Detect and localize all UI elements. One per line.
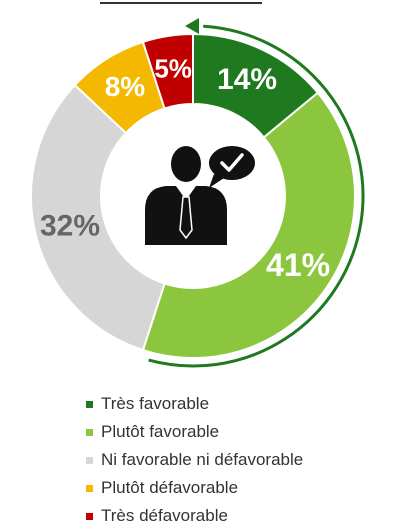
legend-item-ni-favorable: Ni favorable ni défavorable [86, 446, 386, 474]
data-label-ni-favorable: 32% [40, 210, 100, 243]
person-speech-bubble-icon [145, 146, 255, 245]
legend-item-tres-favorable: Très favorable [86, 390, 386, 418]
donut-chart: 14% 41% 32% 8% 5% [30, 2, 365, 368]
data-label-plutot-defavorable: 8% [105, 71, 146, 102]
slice-plutot-favorable [141, 91, 356, 359]
legend-swatch [86, 456, 93, 464]
slice-tres-defavorable [141, 32, 194, 110]
legend-swatch [86, 400, 93, 408]
data-label-plutot-favorable: 41% [266, 247, 330, 283]
legend-label: Plutôt défavorable [101, 478, 239, 497]
legend-item-plutot-defavorable: Plutôt défavorable [86, 474, 386, 502]
legend-label: Plutôt favorable [101, 422, 220, 441]
legend-item-plutot-favorable: Plutôt favorable [86, 418, 386, 446]
legend-swatch [86, 428, 93, 436]
chart-legend: Très favorable Plutôt favorable Ni favor… [86, 390, 386, 530]
legend-item-tres-defavorable: Très défavorable [86, 502, 386, 530]
data-label-tres-favorable: 14% [217, 63, 277, 96]
slice-ni-favorable [30, 83, 166, 352]
legend-label: Très favorable [101, 394, 210, 413]
curved-arrow-icon [148, 18, 365, 368]
donut-slices [30, 32, 356, 359]
donut-labels: 14% 41% 32% 8% 5% [40, 53, 330, 282]
legend-label: Ni favorable ni défavorable [101, 450, 304, 469]
legend-swatch [86, 512, 93, 520]
legend-swatch [86, 484, 93, 492]
data-label-tres-defavorable: 5% [154, 53, 192, 83]
legend-label: Très défavorable [101, 506, 228, 525]
